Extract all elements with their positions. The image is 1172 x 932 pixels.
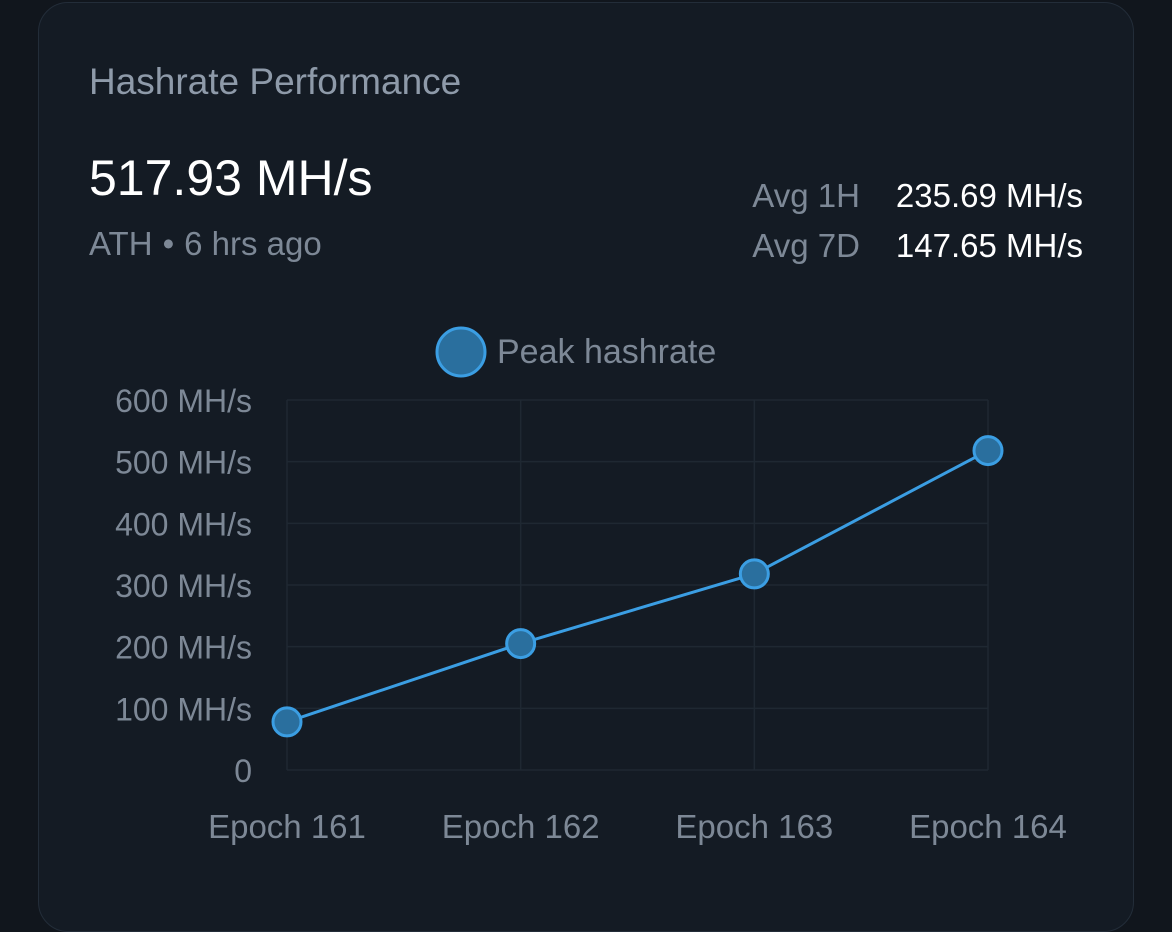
x-axis-ticks: Epoch 161 Epoch 162 Epoch 163 Epoch 164 (208, 808, 1067, 845)
ath-time: 6 hrs ago (184, 225, 322, 262)
x-tick-label: Epoch 162 (442, 808, 600, 845)
x-tick-label: Epoch 161 (208, 808, 366, 845)
y-tick-label: 100 MH/s (115, 691, 252, 727)
data-point[interactable] (738, 558, 770, 590)
x-tick-label: Epoch 164 (909, 808, 1067, 845)
avg-7d-label: Avg 7D (752, 227, 860, 264)
legend-marker-icon[interactable] (435, 326, 487, 378)
y-tick-label: 300 MH/s (115, 568, 252, 604)
chart-grid (286, 399, 989, 771)
x-tick-label: Epoch 163 (675, 808, 833, 845)
ath-value: 517.93 MH/s (89, 150, 373, 206)
data-point[interactable] (972, 435, 1004, 467)
ath-separator: • (162, 225, 175, 262)
card-title: Hashrate Performance (89, 61, 462, 102)
hashrate-card: Hashrate Performance 517.93 MH/s ATH • 6 h… (38, 2, 1134, 932)
avg-7d-value: 147.65 MH/s (895, 227, 1083, 264)
avg-1h-label: Avg 1H (752, 177, 860, 214)
data-point[interactable] (271, 706, 303, 738)
avg-7d-row: Avg 7D 147.65 MH/s (752, 227, 1083, 265)
y-axis-ticks: 0 100 MH/s 200 MH/s 300 MH/s 400 MH/s 500 MH/… (115, 383, 252, 789)
hashrate-line-chart: 0 100 MH/s 200 MH/s 300 MH/s 400 MH/s 500 MH/… (115, 326, 1067, 845)
y-tick-label: 600 MH/s (115, 383, 252, 419)
chart-series (271, 435, 1004, 738)
series-line (286, 449, 989, 724)
ath-label: ATH (89, 225, 153, 262)
y-tick-label: 400 MH/s (115, 506, 252, 542)
avg-1h-value: 235.69 MH/s (895, 177, 1083, 214)
data-point[interactable] (505, 628, 537, 660)
legend-label[interactable]: Peak hashrate (497, 333, 716, 371)
y-tick-label: 200 MH/s (115, 630, 252, 666)
y-tick-label: 500 MH/s (115, 445, 252, 481)
ath-subtitle: ATH • 6 hrs ago (89, 225, 322, 263)
avg-1h-row: Avg 1H 235.69 MH/s (752, 177, 1083, 215)
chart-legend[interactable]: Peak hashrate (435, 326, 716, 378)
y-tick-label: 0 (234, 753, 252, 789)
